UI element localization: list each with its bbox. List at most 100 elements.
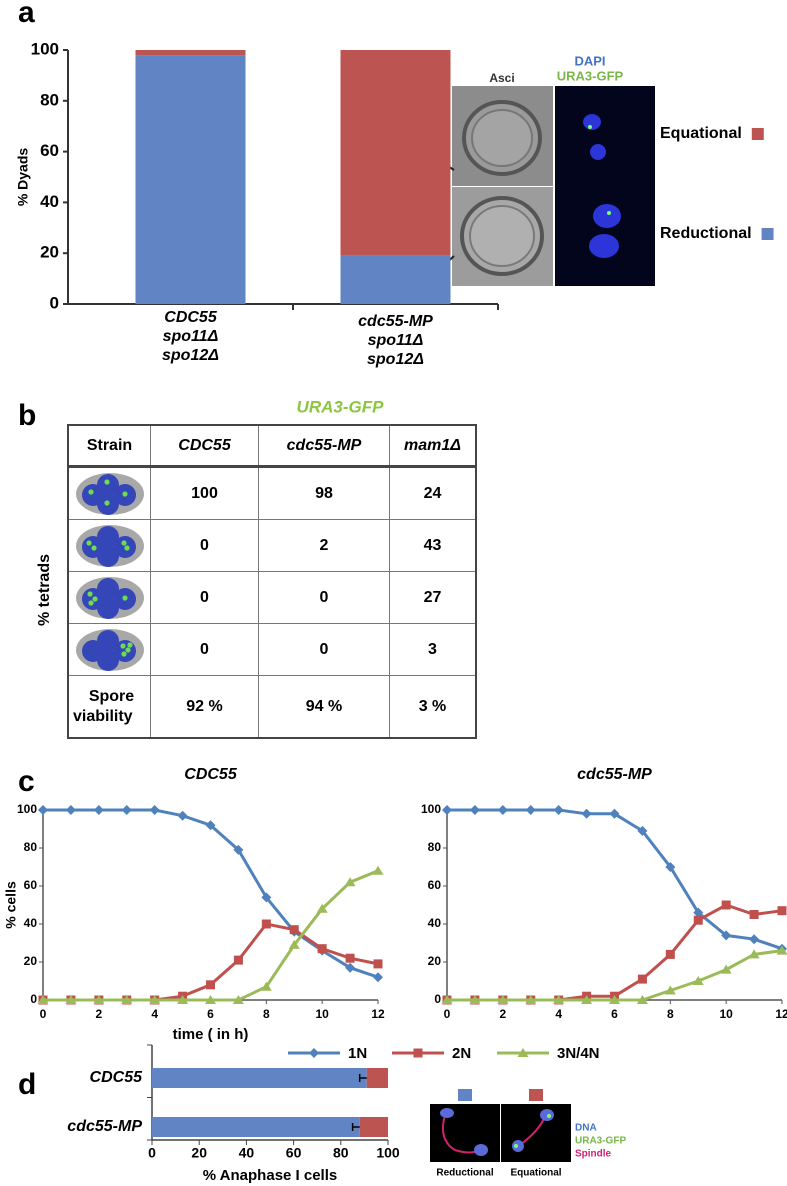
footer-label: Spore viability — [67, 675, 151, 739]
x-tick-label: 100 — [376, 1145, 400, 1161]
bar-segment — [366, 1068, 388, 1088]
legend-swatch — [751, 128, 764, 140]
y-tick-label: CDC55 — [90, 1069, 144, 1086]
marker — [525, 995, 537, 1004]
marker — [442, 805, 452, 815]
value-cell: 0 — [258, 623, 390, 676]
marker — [721, 900, 731, 910]
x-tick-label: 20 — [191, 1145, 207, 1161]
marker — [636, 995, 648, 1004]
y-tick-label: 80 — [24, 840, 38, 854]
panel-label: c — [18, 765, 35, 798]
x-tick-label: 2 — [95, 1007, 102, 1021]
spore — [96, 648, 119, 671]
chart-title: cdc55-MP — [577, 766, 652, 783]
icon-cell — [67, 571, 151, 624]
marker — [373, 972, 383, 983]
x-tick-label: 0 — [444, 1007, 451, 1021]
value-cell: 27 — [389, 571, 477, 624]
x-tick-label: 40 — [239, 1145, 255, 1161]
x-tick-label: 80 — [333, 1145, 349, 1161]
gfp-dot — [86, 590, 93, 597]
marker — [469, 805, 480, 815]
legend-marker — [309, 1048, 319, 1058]
gfp-dot — [121, 490, 128, 497]
marker — [65, 805, 76, 815]
marker — [581, 995, 593, 1004]
value-cell: 24 — [389, 466, 477, 520]
marker — [177, 810, 188, 821]
tetrad-icon — [75, 628, 144, 671]
marker — [693, 907, 704, 918]
value-cell: 3 — [389, 623, 477, 676]
x-axis-label: % Anaphase I cells — [203, 1167, 338, 1184]
marker — [206, 980, 215, 990]
footer-label-line: Spore — [88, 687, 135, 705]
x-axis-label: time ( in h) — [173, 1026, 249, 1043]
value-cell: 0 — [150, 623, 259, 676]
spore — [96, 473, 119, 496]
marker — [777, 906, 787, 916]
x-tick-label: 8 — [263, 1007, 270, 1021]
series-line — [447, 808, 783, 951]
x-tick-label: 8 — [667, 1007, 674, 1021]
marker — [289, 925, 299, 935]
value-cell: 3 % — [389, 675, 477, 739]
marker — [149, 805, 160, 815]
y-tick-label: 60 — [24, 878, 38, 892]
y-tick-label: 40 — [24, 916, 38, 930]
marker — [749, 910, 759, 919]
marker — [65, 995, 77, 1004]
panel-label: a — [18, 0, 35, 29]
x-tick-label: CDC55 — [164, 309, 218, 326]
legend-marker — [413, 1048, 423, 1058]
table-row: 0 0 27 — [67, 571, 477, 624]
footer-label-line: viability — [73, 707, 133, 725]
gfp-dot — [123, 544, 130, 551]
gfp-dot — [126, 641, 133, 648]
marker — [581, 808, 592, 819]
value-cell: 98 — [258, 466, 390, 520]
y-tick-label: 100 — [17, 802, 37, 816]
y-tick-label: cdc55-MP — [67, 1118, 142, 1135]
marker — [693, 915, 703, 925]
y-tick-label: 0 — [30, 992, 37, 1006]
marker — [38, 805, 48, 815]
marker — [261, 919, 271, 929]
panel-label: d — [18, 1068, 36, 1101]
legend-label: 3N/4N — [557, 1045, 600, 1062]
marker — [469, 995, 481, 1004]
panel-label: b — [18, 399, 36, 432]
marker — [553, 805, 564, 815]
header-cell: cdc55-MP — [258, 424, 390, 468]
x-tick-label: 6 — [611, 1007, 618, 1021]
y-tick-label: 60 — [428, 878, 442, 892]
marker — [372, 865, 384, 875]
marker — [721, 930, 732, 941]
channel-label: DNA — [575, 1123, 597, 1134]
marker — [497, 805, 508, 815]
value-cell: 43 — [389, 519, 477, 572]
tetrad-icon — [75, 576, 144, 619]
bar-segment — [340, 50, 451, 256]
tetrad-table: Strain CDC55 cdc55-MP mam1Δ 100 98 24 0 2 43 0… — [67, 424, 477, 739]
marker — [525, 805, 536, 815]
bar-segment — [152, 1117, 360, 1137]
x-tick-label: 4 — [555, 1007, 562, 1021]
x-tick-label: 10 — [719, 1007, 733, 1021]
value-cell: 0 — [258, 571, 390, 624]
header-cell: Strain — [67, 424, 151, 468]
icon-cell — [67, 519, 151, 572]
bar-segment — [135, 55, 246, 304]
side-label: % tetrads — [36, 554, 53, 626]
value-cell: 100 — [150, 466, 259, 520]
x-tick-label: spo11Δ — [368, 332, 424, 349]
spore — [96, 525, 119, 548]
marker — [664, 985, 676, 995]
spore — [96, 596, 119, 619]
x-tick-label: 6 — [207, 1007, 214, 1021]
legend-label: 1N — [348, 1045, 367, 1062]
icon-cell — [67, 623, 151, 676]
